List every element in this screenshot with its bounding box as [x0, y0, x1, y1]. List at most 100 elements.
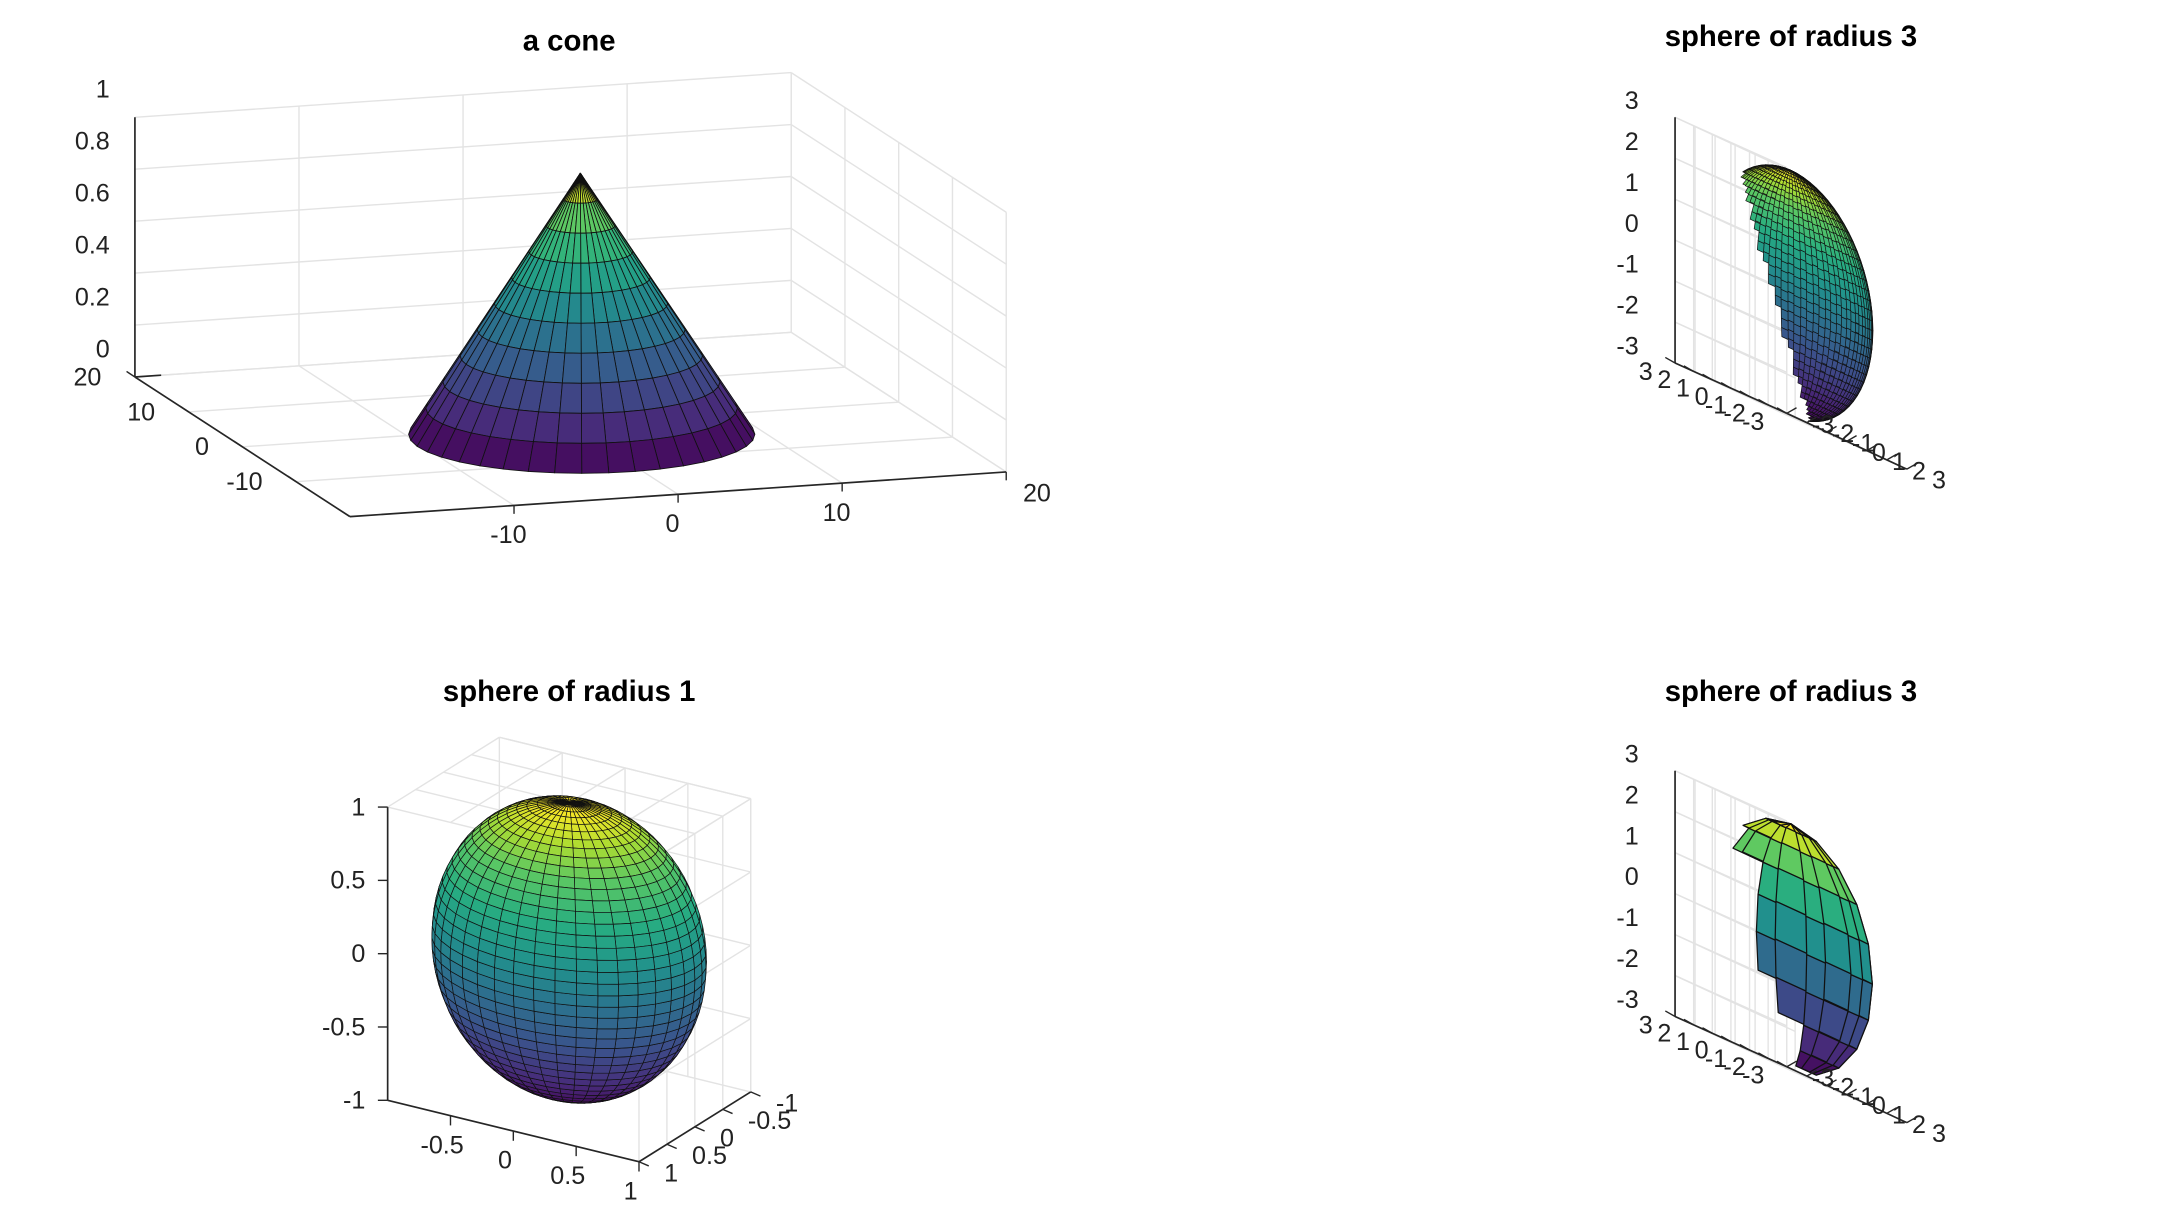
sphere-surface	[1732, 817, 1873, 1076]
surface-patch	[574, 1064, 594, 1074]
surface-patch	[527, 441, 558, 474]
surface-patch	[593, 912, 614, 925]
surface-patch	[561, 837, 574, 849]
surface-patch	[575, 946, 598, 961]
tick-label: 1	[351, 793, 365, 821]
surface-patch	[605, 441, 636, 474]
tick-label: 3	[1639, 358, 1653, 386]
surface-patch	[567, 292, 582, 324]
surface-patch	[575, 922, 597, 937]
surface-patch	[616, 1016, 638, 1030]
surface-patch	[585, 857, 602, 869]
surface-patch	[606, 888, 626, 902]
surface-patch	[590, 889, 610, 902]
surface-patch	[575, 958, 598, 973]
tick-label: 0	[195, 433, 209, 461]
surface-patch	[574, 899, 594, 913]
subplot-title: sphere of radius 3	[1665, 20, 1918, 53]
surface-patch	[612, 923, 634, 937]
subplot-sphere-radius-1: sphere of radius 1 10.50-0.5-1-0.500.511…	[322, 675, 798, 1205]
surface-patch	[559, 382, 582, 414]
sphere-surface	[1740, 164, 1874, 423]
surface-patch	[596, 1017, 619, 1030]
tick-label: 0	[1695, 1036, 1709, 1064]
surface-patch	[618, 982, 639, 997]
surface-patch	[576, 1005, 599, 1019]
surface-patch	[597, 1006, 619, 1019]
tick-label: 2	[1912, 457, 1926, 485]
tick-label: 20	[73, 363, 101, 391]
surface-patch	[557, 875, 576, 889]
surface-patch	[572, 838, 585, 850]
tick-label: 20	[1023, 479, 1051, 507]
surface-patch	[585, 1090, 602, 1096]
surface-patch	[580, 292, 596, 324]
surface-patch	[617, 1005, 639, 1019]
surface-patch	[648, 929, 667, 946]
tick-label: 0	[96, 335, 110, 363]
surface-patch	[1871, 320, 1874, 332]
surface-patch	[576, 982, 599, 997]
tick-label: 2	[1625, 781, 1639, 809]
surface-patch	[592, 1065, 612, 1074]
surface-patch	[581, 412, 607, 444]
surface-patch	[575, 934, 597, 949]
tick-label: 2	[1912, 1111, 1926, 1139]
surface-patch	[589, 1079, 608, 1087]
surface-patch	[589, 878, 608, 890]
surface-patch	[617, 971, 639, 985]
tick-label: 0	[1872, 439, 1886, 467]
surface-patch	[635, 956, 656, 972]
surface-patch	[596, 947, 618, 961]
tick-label: 1	[664, 1159, 678, 1187]
tick-label: 1	[1892, 1102, 1906, 1130]
tick-label: 2	[1657, 366, 1671, 394]
surface-patch	[597, 971, 619, 985]
surface-patch	[573, 877, 592, 890]
surface-patch	[560, 846, 574, 858]
surface-patch	[610, 1056, 631, 1067]
surface-patch	[596, 1028, 618, 1040]
tick-label: -2	[1832, 420, 1854, 448]
tick-label: 1	[624, 1177, 638, 1205]
surface-patch	[580, 352, 601, 384]
surface-patch	[561, 352, 582, 384]
surface-patch	[594, 1048, 616, 1058]
surface-patch	[576, 994, 599, 1008]
surface-patch	[595, 935, 617, 949]
tick-label: 3	[1932, 467, 1946, 495]
tick-label: 0.2	[75, 284, 110, 312]
tick-label: 3	[1639, 1011, 1653, 1039]
surface-patch	[608, 899, 629, 913]
surface-patch	[580, 382, 604, 414]
surface-patch	[575, 910, 596, 925]
surface-patch	[580, 322, 598, 354]
tick-label: -2	[1723, 400, 1745, 428]
tick-label: 2	[1625, 128, 1639, 156]
surface-patch	[608, 1064, 629, 1074]
tick-label: 0	[498, 1147, 512, 1175]
tick-label: 0	[1625, 863, 1639, 891]
tick-label: 3	[1932, 1120, 1946, 1148]
surface-patch	[575, 1016, 598, 1030]
subplot-title: sphere of radius 3	[1665, 675, 1918, 708]
tick-label: -0.5	[322, 1013, 365, 1041]
tick-label: -1	[1852, 1083, 1874, 1111]
surface-patch	[627, 909, 647, 924]
tick-label: -1	[1616, 904, 1638, 932]
tick-label: -2	[1832, 1074, 1854, 1102]
tick-label: -0.5	[420, 1131, 463, 1159]
surface-patch	[1863, 270, 1868, 282]
tick-label: 1	[1625, 169, 1639, 197]
tick-label: 0.5	[330, 867, 365, 895]
tick-label: -3	[1616, 333, 1638, 361]
surface-patch	[554, 442, 583, 474]
surface-patch	[554, 956, 577, 972]
tick-label: -10	[490, 521, 526, 549]
tick-label: -3	[1742, 408, 1764, 436]
tick-label: -10	[226, 468, 262, 496]
tick-label: 2	[1657, 1020, 1671, 1048]
tick-label: 0	[720, 1124, 734, 1152]
